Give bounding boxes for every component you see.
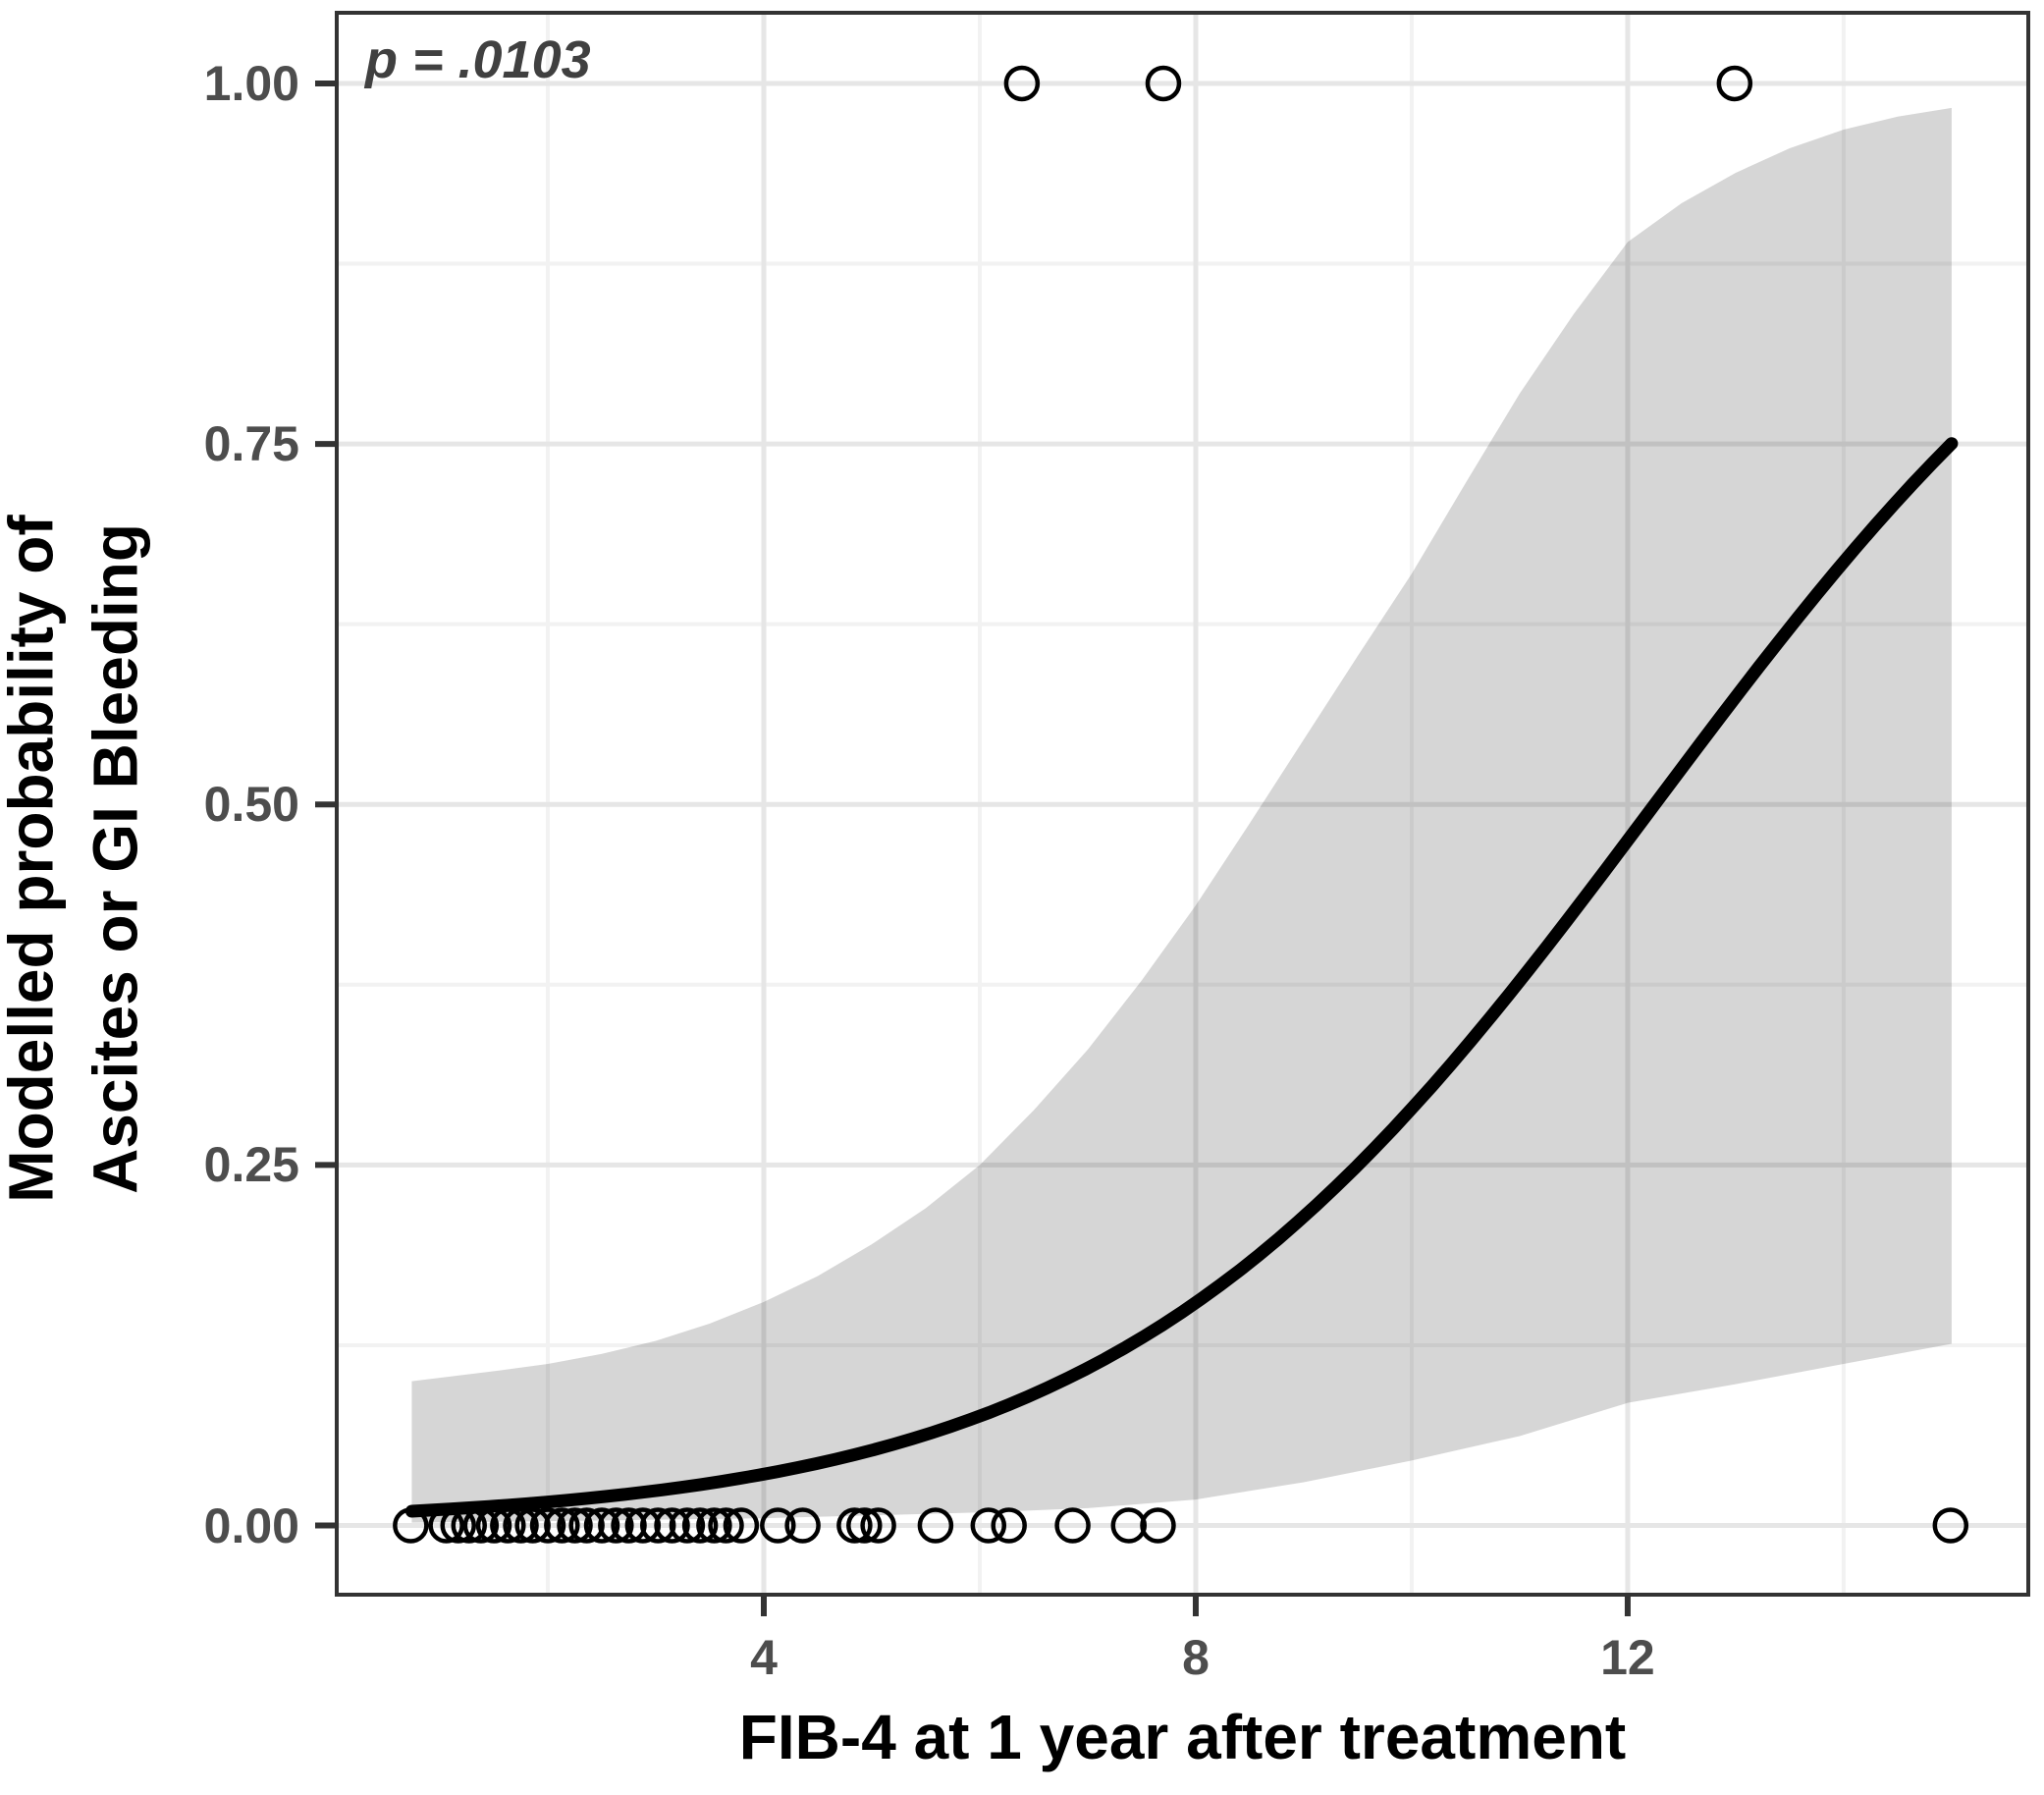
data-point-y0 — [970, 1507, 1007, 1544]
data-point-y0 — [583, 1507, 620, 1544]
data-point-y0 — [529, 1507, 566, 1544]
data-point-y0 — [846, 1507, 883, 1544]
data-point-y0 — [639, 1507, 676, 1544]
data-point-y0 — [723, 1507, 760, 1544]
x-tick-label: 4 — [750, 1630, 778, 1685]
data-point-y0 — [598, 1507, 634, 1544]
data-point-y0 — [462, 1507, 500, 1544]
p-value-annotation: p = .0103 — [365, 30, 591, 89]
data-point-y0 — [557, 1507, 593, 1544]
x-tick-label: 8 — [1182, 1630, 1210, 1685]
y-tick-label: 0.25 — [203, 1137, 299, 1193]
x-axis-title: FIB-4 at 1 year after treatment — [738, 1702, 1627, 1772]
data-point-y0 — [568, 1507, 605, 1544]
data-point-y0 — [784, 1507, 821, 1544]
fit-curve — [404, 437, 1959, 1518]
y-axis-title-line2: Ascites or GI Bleeding — [80, 523, 151, 1194]
x-tick-label: 12 — [1600, 1630, 1655, 1685]
data-point-y0 — [708, 1507, 744, 1544]
data-point-y0 — [440, 1507, 476, 1544]
y-axis-title-line1: Modelled probability of — [0, 515, 67, 1203]
data-point-y0 — [544, 1507, 580, 1544]
data-point-y0 — [760, 1507, 796, 1544]
data-point-y0 — [514, 1507, 551, 1544]
data-point-y0 — [836, 1507, 873, 1544]
data-point-y0 — [475, 1507, 512, 1544]
data-point-y0 — [624, 1507, 662, 1544]
y-tick-label: 0.50 — [203, 777, 299, 833]
data-point-y0 — [1932, 1507, 1969, 1544]
data-point-y1 — [1003, 65, 1041, 102]
data-point-y0 — [1140, 1507, 1176, 1544]
data-point-y0 — [917, 1507, 954, 1544]
y-tick-label: 1.00 — [203, 55, 299, 111]
data-point-y0 — [1054, 1507, 1091, 1544]
data-point-y0 — [503, 1507, 539, 1544]
data-point-y0 — [991, 1507, 1027, 1544]
data-point-y0 — [681, 1507, 719, 1544]
data-point-y0 — [1110, 1507, 1148, 1544]
data-point-y1 — [1145, 65, 1182, 102]
data-point-y0 — [451, 1507, 487, 1544]
data-point-y0 — [669, 1507, 706, 1544]
data-point-y0 — [654, 1507, 690, 1544]
data-point-y0 — [860, 1507, 896, 1544]
data-point-y0 — [696, 1507, 732, 1544]
confidence-band — [411, 107, 1952, 1523]
y-tick-label: 0.75 — [203, 416, 299, 472]
data-point-y1 — [1716, 65, 1753, 102]
data-point-y0 — [490, 1507, 526, 1544]
y-tick-label: 0.00 — [203, 1497, 299, 1553]
data-point-y0 — [393, 1507, 429, 1544]
data-point-y0 — [428, 1507, 464, 1544]
y-axis-title: Modelled probability of Ascites or GI Bl… — [0, 68, 161, 1651]
data-point-y0 — [611, 1507, 647, 1544]
